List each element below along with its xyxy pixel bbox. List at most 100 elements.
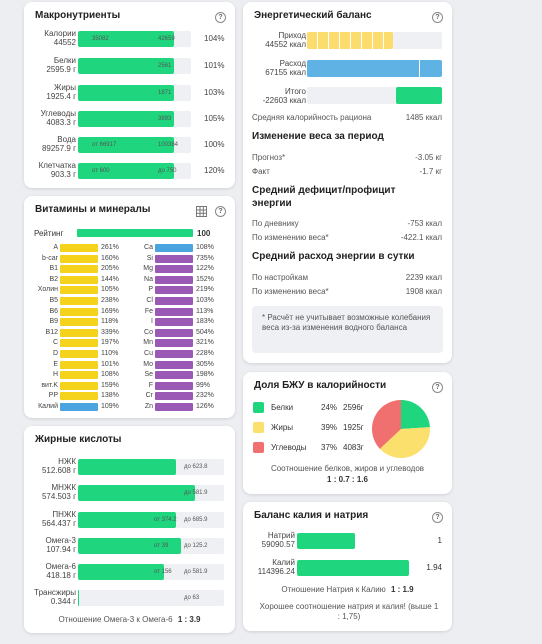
vitamin-name-text: Калий xyxy=(38,403,58,410)
vitamin-name: B9 xyxy=(26,318,58,327)
bju-legend-pct: 24% xyxy=(321,403,338,412)
fatty-bar-max: до 685.9 xyxy=(184,517,208,523)
help-icon[interactable]: ? xyxy=(432,382,443,393)
mineral-name: Si xyxy=(129,255,153,264)
vitamin-pct: 169% xyxy=(101,307,119,315)
mineral-name-text: Cr xyxy=(145,392,153,400)
fatty-value: 418.18 г xyxy=(46,571,76,580)
macro-value: 903.3 г xyxy=(50,170,76,179)
vitamin-pct: 197% xyxy=(101,339,119,347)
mineral-name: Cl xyxy=(129,297,153,306)
macro-bar-max: 2561 xyxy=(158,63,172,69)
macro-bar-max: до 750 xyxy=(158,168,177,174)
vitamin-bar xyxy=(60,328,98,337)
macro-name: Углеводы xyxy=(40,109,76,118)
vitamin-name: Холин xyxy=(26,286,58,295)
fatty-name: Омега-6 xyxy=(45,562,76,571)
macro-pct: 103% xyxy=(204,88,225,97)
vitamins-card: Витамины и минералы ? Рейтинг 100 A 261% b… xyxy=(24,196,235,418)
macro-bar-max: 1871 xyxy=(158,90,172,96)
mineral-name-text: Fe xyxy=(144,307,153,315)
vitamin-name-text: E xyxy=(53,360,58,368)
help-icon[interactable]: ? xyxy=(432,512,443,523)
mineral-name: Ca xyxy=(129,244,153,253)
mineral-name-text: Si xyxy=(146,254,153,262)
vitamin-pct: 205% xyxy=(101,265,119,273)
forecast-label: Прогноз* xyxy=(252,153,286,162)
vitamin-name-text: B12 xyxy=(45,328,58,336)
bju-pie-slice xyxy=(379,427,430,458)
macro-label: Калории 44552 xyxy=(28,29,76,47)
macro-name: Калории xyxy=(44,29,76,38)
bju-legend-grams: 4083г xyxy=(343,443,364,452)
vitamin-name-text: B1 xyxy=(49,265,58,273)
vitamin-bar xyxy=(60,244,98,252)
mineral-bar xyxy=(155,297,193,305)
help-icon[interactable]: ? xyxy=(215,12,226,23)
vitamin-name-text: B6 xyxy=(49,307,58,315)
energy-income-label: Приход 44552 ккал xyxy=(265,31,306,49)
fact-label: Факт xyxy=(252,167,270,176)
energy-card: Энергетический баланс ? Приход 44552 ккал… xyxy=(243,2,452,363)
kna-ratio: 1.94 xyxy=(426,563,442,572)
kna-ratio: 1 xyxy=(437,536,442,545)
kna-bar-fill xyxy=(297,560,409,576)
mineral-pct: 228% xyxy=(196,350,214,357)
fatty-label: Трансжиры 0.344 г xyxy=(26,588,76,606)
mineral-pct: 126% xyxy=(196,403,214,410)
mineral-bar xyxy=(155,403,193,411)
vitamin-bar xyxy=(60,350,98,358)
macro-bar-fill xyxy=(78,111,174,127)
macro-name: Клетчатка xyxy=(38,161,76,170)
mineral-bar xyxy=(155,307,193,316)
bju-ratio-value: 1 : 0.7 : 1.6 xyxy=(327,475,368,484)
mineral-bar xyxy=(155,371,193,380)
macro-bar: 2561 xyxy=(78,58,191,74)
mineral-bar xyxy=(155,392,193,401)
fatty-bar-min: от 156 xyxy=(154,569,172,575)
macro-pct: 101% xyxy=(204,61,225,70)
kna-value: 114396.24 xyxy=(257,567,295,576)
macro-label: Клетчатка 903.3 г xyxy=(28,161,76,179)
bju-title: Доля БЖУ в калорийности xyxy=(254,380,387,391)
fatty-bar-fill xyxy=(78,485,195,501)
mineral-bar xyxy=(155,360,193,369)
vitamin-name-text: PP xyxy=(48,392,58,400)
mineral-pct: 122% xyxy=(196,265,214,273)
mineral-name: Mn xyxy=(129,339,153,348)
vitamin-pct: 238% xyxy=(101,297,119,304)
help-icon[interactable]: ? xyxy=(432,12,443,23)
macro-value: 44552 xyxy=(53,38,76,47)
mineral-bar xyxy=(155,244,193,252)
vitamin-name-text: H xyxy=(52,371,58,379)
fatty-bar-max: до 125.2 xyxy=(184,543,208,549)
note-box: * Расчёт не учитывает возможные колебани… xyxy=(252,306,443,353)
mineral-name: Na xyxy=(129,276,153,285)
macro-bar-min: от 600 xyxy=(92,168,110,174)
vitamin-bar xyxy=(60,307,98,316)
vitamin-bar xyxy=(60,318,98,327)
fatty-bar-fill xyxy=(78,459,176,475)
diary-value: -753 ккал xyxy=(407,219,442,228)
help-icon[interactable]: ? xyxy=(215,206,226,217)
vitamin-pct: 105% xyxy=(101,286,119,294)
vitamins-title: Витамины и минералы xyxy=(35,204,151,215)
settings-label: По настройкам xyxy=(252,273,308,282)
macro-label: Вода 89257.9 г xyxy=(28,135,76,153)
vitamin-pct: 109% xyxy=(101,403,119,410)
vitamin-bar xyxy=(60,275,98,284)
mineral-pct: 735% xyxy=(196,254,214,262)
fatty-bar-max: до 581.9 xyxy=(184,569,208,575)
mineral-pct: 198% xyxy=(196,371,214,379)
rating-bar xyxy=(77,229,193,237)
vitamin-name-text: b-car xyxy=(42,254,58,262)
weight-title: Изменение веса за период xyxy=(252,131,384,142)
macro-value: 4083.3 г xyxy=(46,118,76,127)
vitamin-name-text: B2 xyxy=(49,275,58,283)
fatty-value: 564.437 г xyxy=(41,519,76,528)
macro-name: Вода xyxy=(57,135,76,144)
mineral-name-text: Se xyxy=(144,371,153,379)
table-icon[interactable] xyxy=(196,206,207,217)
fatty-value: 107.94 г xyxy=(46,545,76,554)
macro-pct: 100% xyxy=(204,140,225,149)
